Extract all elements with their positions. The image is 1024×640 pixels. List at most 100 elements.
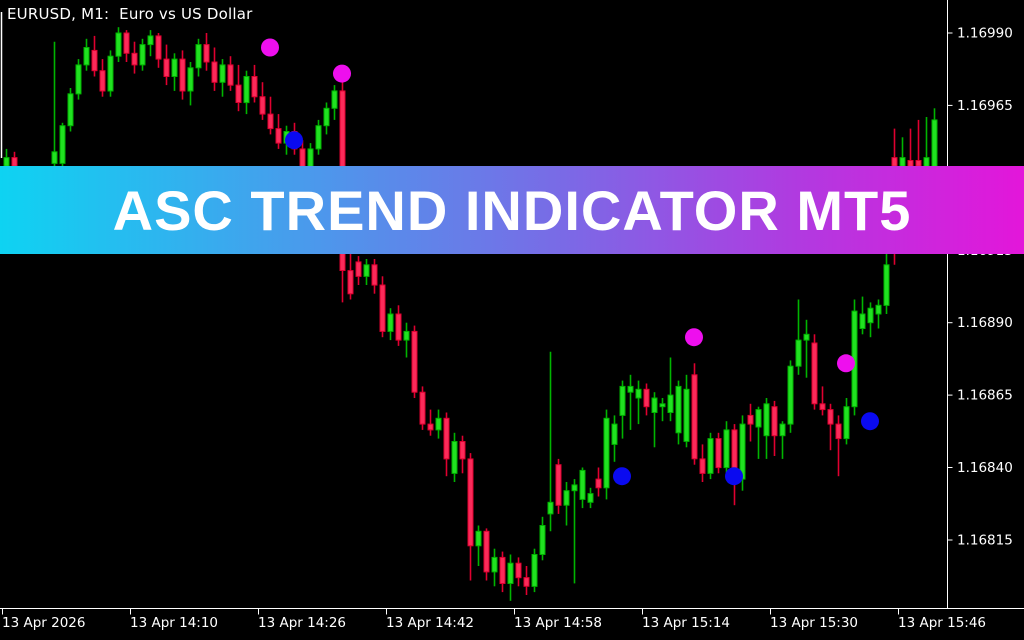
price-axis-label: 1.16890	[957, 315, 1013, 331]
candle-body	[67, 93, 74, 127]
candle-body	[491, 556, 498, 573]
candle-body	[395, 313, 402, 341]
sell-signal-dot	[685, 328, 703, 347]
candle-body	[675, 385, 682, 434]
candle-body	[619, 385, 626, 416]
candle-body	[355, 261, 362, 277]
candle-body	[755, 409, 762, 428]
candle-body	[547, 501, 554, 515]
candle-body	[211, 61, 218, 83]
candle-body	[387, 313, 394, 332]
candle-body	[403, 330, 410, 341]
candle-body	[419, 391, 426, 425]
candle-body	[787, 365, 794, 425]
candle-body	[795, 339, 802, 367]
candle-body	[507, 562, 514, 585]
candle-body	[467, 458, 474, 547]
candle-body	[515, 562, 522, 579]
candle-body	[899, 157, 906, 167]
candle-body	[203, 44, 210, 63]
candle-body	[147, 35, 154, 46]
price-axis-label: 1.16990	[957, 26, 1013, 42]
candle-body	[195, 44, 202, 69]
candle-body	[627, 385, 634, 393]
candle-body	[411, 330, 418, 393]
candle-body	[91, 49, 98, 72]
buy-signal-dot	[725, 467, 743, 486]
buy-signal-dot	[861, 412, 879, 431]
candle-body	[83, 47, 90, 66]
banner-title: ASC TREND INDICATOR MT5	[112, 178, 912, 242]
candle-body	[443, 417, 450, 460]
sell-signal-dot	[837, 354, 855, 373]
candle-body	[435, 417, 442, 431]
promo-banner: ASC TREND INDICATOR MT5	[0, 166, 1024, 254]
candle-body	[179, 58, 186, 92]
candle-body	[171, 58, 178, 77]
buy-signal-dot	[285, 131, 303, 150]
candle-body	[75, 64, 82, 95]
candle-body	[243, 76, 250, 104]
candle-body	[531, 554, 538, 587]
candle-body	[779, 423, 786, 437]
candle-body	[683, 388, 690, 442]
candle-body	[635, 388, 642, 399]
price-axis-label: 1.16865	[957, 388, 1013, 404]
candle-body	[875, 304, 882, 315]
candle-body	[611, 423, 618, 445]
time-axis-label: 13 Apr 14:10	[130, 615, 218, 631]
candle-body	[723, 429, 730, 469]
sell-signal-dot	[261, 38, 279, 57]
candle-body	[603, 417, 610, 489]
candle-body	[107, 55, 114, 92]
time-axis-label: 13 Apr 15:14	[642, 615, 730, 631]
candle-body	[3, 157, 10, 167]
candle-body	[155, 35, 162, 60]
candle-body	[315, 125, 322, 150]
candle-body	[323, 107, 330, 127]
candle-body	[267, 113, 274, 130]
candle-body	[163, 58, 170, 77]
chart-symbol-title: EURUSD, M1: Euro vs US Dollar	[7, 5, 253, 23]
candle-body	[883, 264, 890, 306]
candle-body	[275, 128, 282, 144]
candle-body	[763, 403, 770, 437]
time-axis-label: 13 Apr 14:42	[386, 615, 474, 631]
price-axis-label: 1.16965	[957, 98, 1013, 114]
candle-body	[643, 388, 650, 408]
candle-body	[819, 403, 826, 411]
candle-body	[667, 394, 674, 414]
candle-body	[11, 157, 18, 167]
sell-signal-dot	[333, 64, 351, 83]
candle-body	[659, 403, 666, 408]
time-axis-label: 13 Apr 2026	[2, 615, 85, 631]
candle-body	[587, 493, 594, 503]
candle-body	[483, 530, 490, 573]
candle-body	[235, 84, 242, 103]
candle-body	[811, 342, 818, 405]
candle-body	[707, 438, 714, 474]
candle-body	[139, 44, 146, 66]
candle-body	[835, 423, 842, 440]
candle-body	[891, 157, 898, 167]
candle-body	[187, 67, 194, 92]
candle-body	[579, 469, 586, 500]
candle-body	[715, 438, 722, 469]
candle-body	[259, 96, 266, 115]
candle-body	[363, 264, 370, 277]
candle-body	[51, 151, 58, 164]
candle-body	[475, 530, 482, 547]
time-axis-label: 13 Apr 15:46	[898, 615, 986, 631]
time-axis-label: 13 Apr 14:58	[514, 615, 602, 631]
candle-body	[251, 76, 258, 98]
buy-signal-dot	[613, 467, 631, 486]
candle-body	[699, 458, 706, 474]
candle-body	[827, 409, 834, 425]
price-axis-label: 1.16815	[957, 533, 1013, 549]
candle-body	[227, 64, 234, 86]
candle-body	[347, 270, 354, 295]
candle-body	[219, 64, 226, 83]
candle-body	[499, 556, 506, 585]
